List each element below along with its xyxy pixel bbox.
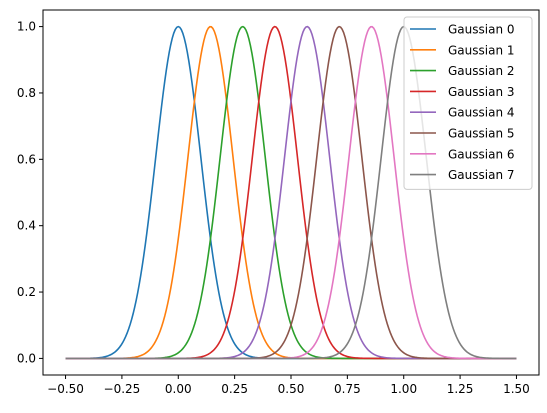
legend-label-2: Gaussian 2: [448, 64, 515, 78]
y-axis: 0.0 0.2 0.4 0.6 0.8 1.0: [17, 20, 43, 365]
x-tick-label: 1.25: [447, 382, 474, 396]
y-tick-label: 0.0: [17, 351, 36, 365]
y-tick-label: 1.0: [17, 20, 36, 34]
legend: Gaussian 0 Gaussian 1 Gaussian 2 Gaussian 3…: [403, 16, 533, 190]
legend-label-1: Gaussian 1: [448, 43, 515, 57]
series-line-7: [65, 25, 517, 360]
legend-label-5: Gaussian 5: [448, 127, 515, 141]
legend-box: [403, 16, 533, 190]
x-tick-label: 1.50: [503, 382, 530, 396]
legend-label-0: Gaussian 0: [448, 23, 515, 37]
legend-label-4: Gaussian 4: [448, 106, 515, 120]
y-tick-label: 0.4: [17, 219, 36, 233]
x-tick-label: 0.75: [334, 382, 361, 396]
legend-label-3: Gaussian 3: [448, 85, 515, 99]
y-tick-label: 0.8: [17, 86, 36, 100]
x-tick-label: 0.00: [165, 382, 192, 396]
x-tick-label: −0.25: [104, 382, 141, 396]
legend-label-7: Gaussian 7: [448, 168, 515, 182]
legend-label-6: Gaussian 6: [448, 147, 515, 161]
x-tick-label: 0.50: [278, 382, 305, 396]
x-tick-label: 0.25: [221, 382, 248, 396]
x-axis: −0.50 −0.25 0.00 0.25 0.50 0.75 1.00 1.25 1.50: [47, 375, 530, 396]
y-tick-label: 0.2: [17, 285, 36, 299]
y-tick-label: 0.6: [17, 152, 36, 166]
plot-lines: [65, 25, 517, 360]
x-tick-label: −0.50: [47, 382, 84, 396]
x-tick-label: 1.00: [390, 382, 417, 396]
